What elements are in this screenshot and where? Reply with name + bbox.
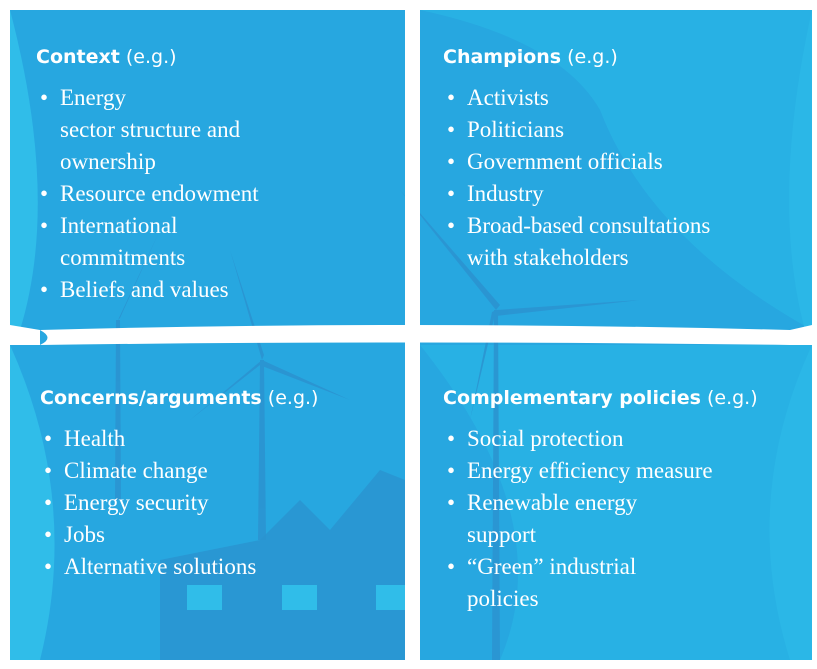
title: Context (36, 46, 120, 68)
item-line: ownership (60, 149, 156, 174)
item-line: Jobs (64, 522, 105, 547)
item-line: “Green” industrial (467, 554, 636, 579)
item: Activists (443, 82, 710, 114)
item: Energy efficiency measure (443, 455, 758, 487)
item-line: policies (467, 586, 539, 611)
item-line: Social protection (467, 426, 624, 451)
item: Broad-based consultations with stakeholde… (443, 210, 710, 274)
title: Complementary policies (443, 387, 701, 409)
item: “Green” industrial policies (443, 551, 758, 615)
item-line: sector structure and (60, 117, 240, 142)
note: (e.g.) (268, 387, 319, 409)
item-line: International (60, 213, 178, 238)
item-line: Health (64, 426, 125, 451)
title: Concerns/arguments (40, 387, 262, 409)
item: Energy sector structure and ownership (36, 82, 259, 178)
item-line: Resource endowment (60, 181, 259, 206)
quadrant-title: Complementary policies (e.g.) (443, 387, 758, 409)
item-line: Alternative solutions (64, 554, 256, 579)
quadrant-title: Concerns/arguments (e.g.) (40, 387, 318, 409)
item: Politicians (443, 114, 710, 146)
item-line: Activists (467, 85, 549, 110)
item: Resource endowment (36, 178, 259, 210)
item-line: with stakeholders (467, 245, 629, 270)
item: Climate change (40, 455, 318, 487)
item-line: Politicians (467, 117, 564, 142)
item: Jobs (40, 519, 318, 551)
quadrant: Complementary policies (e.g.) Social prot… (443, 387, 758, 615)
item: Government officials (443, 146, 710, 178)
quadrant-title: Champions (e.g.) (443, 46, 710, 68)
note: (e.g.) (707, 387, 758, 409)
item: Energy security (40, 487, 318, 519)
item: Industry (443, 178, 710, 210)
item: Renewable energy support (443, 487, 758, 551)
item-line: Beliefs and values (60, 277, 229, 302)
quadrant: Champions (e.g.) Activists Politicians Gove… (443, 46, 710, 274)
item: Alternative solutions (40, 551, 318, 583)
note: (e.g.) (567, 46, 618, 68)
item: International commitments (36, 210, 259, 274)
item-line: Industry (467, 181, 544, 206)
item-line: commitments (60, 245, 185, 270)
item-list: Energy sector structure and ownership Resou… (36, 82, 259, 306)
quadrant-title: Context (e.g.) (36, 46, 259, 68)
item-list: Social protection Energy efficiency measu… (443, 423, 758, 615)
item-line: Energy efficiency measure (467, 458, 713, 483)
item-list: Health Climate change Energy security Jobs A… (40, 423, 318, 583)
item-line: Government officials (467, 149, 663, 174)
item-line: Broad-based consultations (467, 213, 710, 238)
title: Champions (443, 46, 561, 68)
item-list: Activists Politicians Government officials… (443, 82, 710, 274)
quadrant: Concerns/arguments (e.g.) Health Climate c… (40, 387, 318, 583)
page: Context (e.g.)Energysector structure and… (0, 0, 817, 669)
item-line: Renewable energy (467, 490, 637, 515)
item-line: Climate change (64, 458, 208, 483)
note: (e.g.) (126, 46, 177, 68)
item-line: Energy security (64, 490, 209, 515)
item: Health (40, 423, 318, 455)
item: Beliefs and values (36, 274, 259, 306)
item-line: support (467, 522, 536, 547)
item-line: Energy (60, 85, 126, 110)
item: Social protection (443, 423, 758, 455)
